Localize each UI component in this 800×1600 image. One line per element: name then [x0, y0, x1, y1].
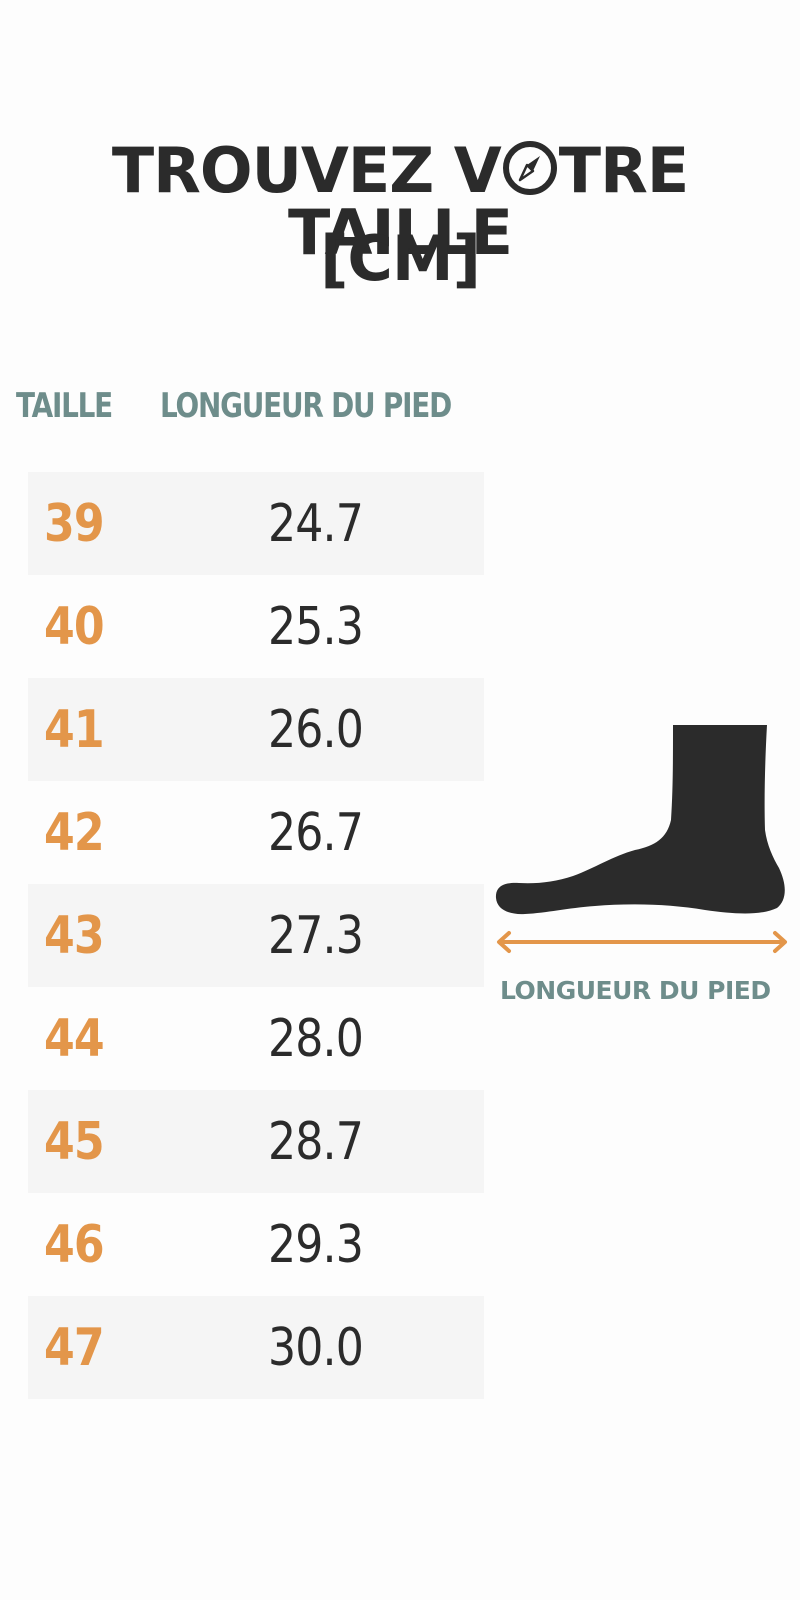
- column-header-foot-length: LONGUEUR DU PIED: [160, 386, 452, 426]
- arrow-left-head: [497, 931, 511, 953]
- table-row: 47 30.0: [28, 1296, 484, 1399]
- foot-length-value: 24.7: [268, 493, 364, 554]
- page-title: TROUVEZ V TRE TAILLE: [0, 140, 800, 264]
- foot-length-value: 26.7: [268, 802, 364, 863]
- foot-length-value: 26.0: [268, 699, 364, 760]
- foot-length-value: 29.3: [268, 1214, 364, 1275]
- size-table: 39 24.7 40 25.3 41 26.0 42 26.7 43 27.3 …: [28, 472, 484, 1399]
- table-row: 39 24.7: [28, 472, 484, 575]
- arrow-right-head: [773, 931, 787, 953]
- table-row: 45 28.7: [28, 1090, 484, 1193]
- compass-icon: [502, 141, 557, 195]
- foot-length-value: 27.3: [268, 905, 364, 966]
- foot-icon: [495, 725, 787, 953]
- size-value: 41: [44, 699, 105, 760]
- table-row: 46 29.3: [28, 1193, 484, 1296]
- table-row: 44 28.0: [28, 987, 484, 1090]
- foot-length-caption: LONGUEUR DU PIED: [500, 976, 771, 1005]
- table-row: 42 26.7: [28, 781, 484, 884]
- size-value: 40: [44, 596, 105, 657]
- foot-length-value: 28.0: [268, 1008, 364, 1069]
- column-header-size: TAILLE: [16, 386, 113, 426]
- page-subtitle-unit: [CM]: [320, 222, 481, 295]
- foot-length-value: 25.3: [268, 596, 364, 657]
- size-value: 47: [44, 1317, 105, 1378]
- foot-length-value: 28.7: [268, 1111, 364, 1172]
- foot-length-value: 30.0: [268, 1317, 364, 1378]
- title-part-1: TROUVEZ V: [111, 134, 502, 207]
- size-value: 43: [44, 905, 105, 966]
- table-row: 40 25.3: [28, 575, 484, 678]
- size-value: 46: [44, 1214, 105, 1275]
- table-row: 43 27.3: [28, 884, 484, 987]
- size-value: 39: [44, 493, 105, 554]
- table-row: 41 26.0: [28, 678, 484, 781]
- size-value: 44: [44, 1008, 105, 1069]
- size-value: 42: [44, 802, 105, 863]
- title-part-2: TRE TAILLE: [288, 134, 689, 269]
- size-value: 45: [44, 1111, 105, 1172]
